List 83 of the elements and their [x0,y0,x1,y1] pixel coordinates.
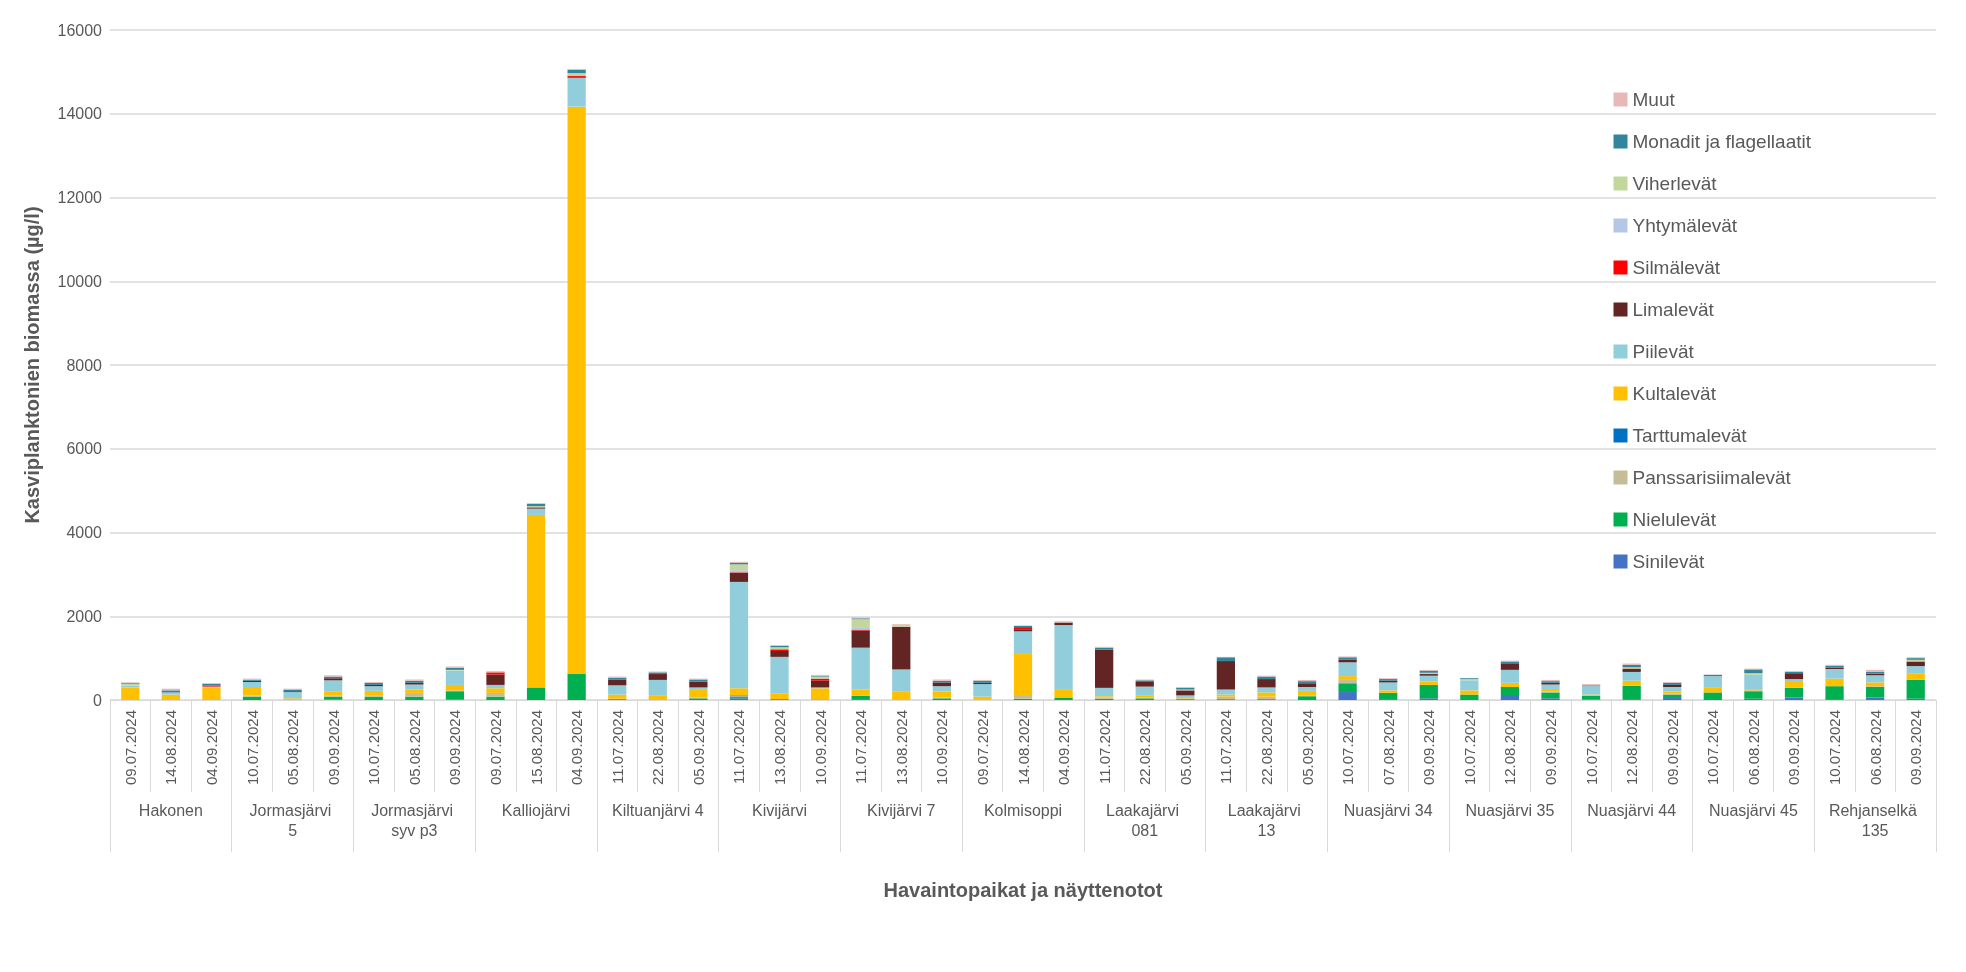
x-tick-label: 10.09.2024 [811,710,829,786]
x-tick-label: 22.08.2024 [1257,710,1275,786]
x-tick-label: 10.07.2024 [1460,710,1478,786]
text: Kivijärvi [751,801,808,819]
x-tick-label: 14.08.2024 [162,710,180,786]
y-tick-label: 8000 [66,356,103,374]
x-tick-label: 12.08.2024 [1501,710,1519,786]
text: Kivijärvi 7 [867,801,936,819]
x-tick-label: 05.09.2024 [1298,710,1316,786]
text: Kolmisoppi [983,801,1063,819]
x-tick-label: 09.09.2024 [1542,710,1560,786]
x-tick-label: 09.09.2024 [1420,710,1438,786]
x-tick-label: 10.07.2024 [1582,710,1600,786]
text: Nuasjärvi 34 [1343,801,1433,819]
x-tick-label: 09.09.2024 [1785,710,1803,786]
legend-label: Viherlevät [1632,173,1718,194]
y-tick-label: 2000 [66,607,103,625]
x-tick-label: 22.08.2024 [649,710,667,786]
legend-label: Yhtymälevät [1632,215,1738,236]
text: Nuasjärvi 44 [1587,801,1677,819]
y-tick-label: 6000 [66,440,103,458]
y-tick-label: 12000 [57,189,103,206]
x-tick-label: 11.07.2024 [1217,710,1235,784]
x-tick-label: 09.09.2024 [1663,710,1681,786]
legend-label: Muut [1632,89,1676,110]
text: Nuasjärvi 35 [1465,801,1555,819]
x-tick-label: 13.08.2024 [771,710,789,786]
legend-label: Monadit ja flagellaatit [1632,131,1812,152]
x-tick-label: 10.07.2024 [1339,710,1357,786]
x-tick-label: 11.07.2024 [852,710,870,784]
legend-label: Kultalevät [1632,383,1717,404]
legend-label: Nielulevät [1632,509,1717,530]
x-tick-label: 09.07.2024 [121,710,139,786]
x-tick-label: 22.08.2024 [1136,710,1154,786]
y-tick-label: 16000 [57,21,103,39]
x-tick-label: 13.08.2024 [892,710,910,786]
x-tick-label: 07.08.2024 [1379,710,1397,786]
text: Kiltuanjärvi 4 [612,801,704,819]
text: Laakajärvi 13 [1227,801,1306,839]
x-tick-label: 05.08.2024 [284,710,302,786]
x-tick-label: 04.09.2024 [568,710,586,786]
text: Rehjanselkä 135 [1828,801,1922,839]
x-tick-label: 06.08.2024 [1866,710,1884,786]
text: Nuasjärvi 45 [1708,801,1798,819]
legend-label: Silmälevät [1632,257,1721,278]
y-axis-title: Kasviplanktonien biomassa (µg/l) [21,206,43,524]
x-tick-label: 11.07.2024 [608,710,626,784]
y-tick-label: 4000 [66,524,103,541]
legend-label: Panssarisiimalevät [1632,467,1792,488]
legend-label: Sinilevät [1632,551,1706,572]
y-tick-label: 10000 [57,272,103,290]
x-tick-label: 04.09.2024 [202,710,220,786]
x-tick-label: 14.08.2024 [1014,710,1032,786]
x-tick-label: 10.07.2024 [365,710,383,786]
x-tick-label: 09.07.2024 [486,710,504,786]
x-tick-label: 09.07.2024 [973,710,991,786]
text: Kalliojärvi [501,801,571,819]
x-tick-label: 09.09.2024 [1907,710,1925,786]
text: Jormasjärvi 5 [249,801,336,839]
x-tick-label: 10.07.2024 [243,710,261,786]
x-tick-label: 06.08.2024 [1744,710,1762,786]
x-tick-label: 05.08.2024 [405,710,423,786]
x-tick-label: 10.09.2024 [933,710,951,786]
x-tick-label: 10.07.2024 [1704,710,1722,786]
x-tick-label: 15.08.2024 [527,710,545,786]
legend-label: Tarttumalevät [1632,425,1748,446]
x-tick-label: 09.09.2024 [446,710,464,786]
x-tick-label: 11.07.2024 [730,710,748,784]
legend-label: Limalevät [1632,299,1715,320]
x-tick-label: 09.09.2024 [324,710,342,786]
x-tick-label: 10.07.2024 [1826,710,1844,786]
x-tick-label: 12.08.2024 [1623,710,1641,786]
x-tick-label: 11.07.2024 [1095,710,1113,784]
y-tick-label: 0 [93,691,103,709]
x-tick-label: 05.09.2024 [1176,710,1194,786]
x-axis-title: Havaintopaikat ja näyttenotot [883,879,1163,901]
x-tick-label: 05.09.2024 [689,710,707,786]
y-tick-label: 14000 [57,105,103,123]
legend-label: Piilevät [1632,341,1695,362]
text: Jormasjärvi syv p3 [371,801,458,839]
text: Laakajärvi 081 [1106,801,1184,839]
x-tick-label: 04.09.2024 [1055,710,1073,786]
text: Hakonen [138,801,203,819]
